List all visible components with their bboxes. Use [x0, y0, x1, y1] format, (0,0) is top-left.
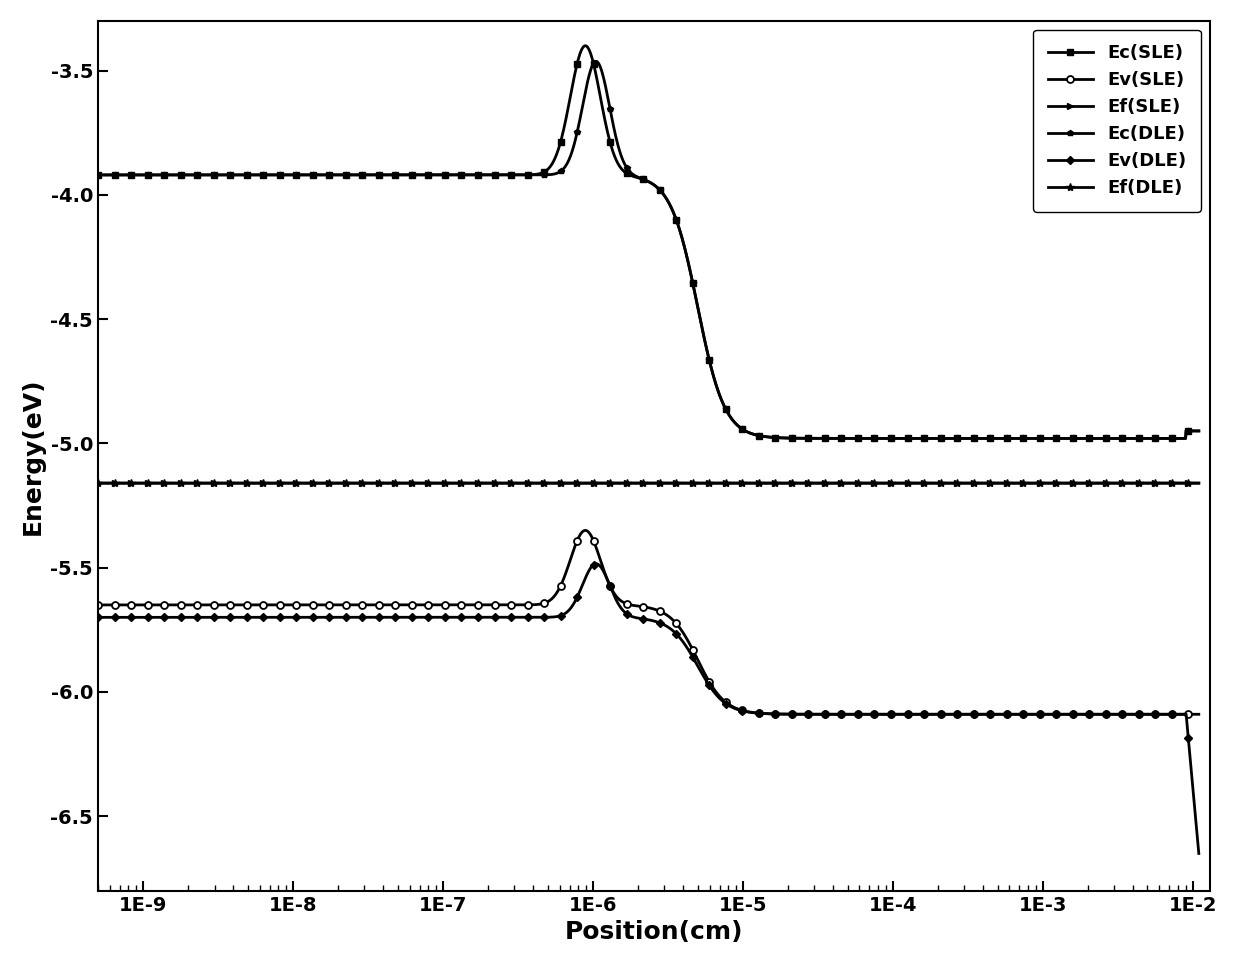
Ef(SLE)	[957, 478, 972, 489]
Ev(DLE)	[626, 612, 641, 623]
Ec(SLE)	[598, 113, 613, 124]
Ef(DLE)	[1159, 478, 1174, 489]
Ev(SLE)	[1192, 708, 1207, 720]
Ec(DLE)	[91, 169, 105, 180]
Ev(DLE)	[598, 567, 613, 579]
Ev(SLE)	[91, 599, 105, 611]
Ev(SLE)	[626, 599, 641, 611]
Ec(SLE)	[1159, 432, 1174, 444]
Y-axis label: Energy(eV): Energy(eV)	[21, 377, 45, 535]
Ev(SLE)	[1156, 708, 1171, 720]
Ec(DLE)	[626, 169, 641, 180]
Ef(SLE)	[1159, 478, 1174, 489]
Ev(SLE)	[957, 708, 972, 720]
Ef(SLE)	[1192, 478, 1207, 489]
Ef(DLE)	[957, 478, 972, 489]
Legend: Ec(SLE), Ev(SLE), Ef(SLE), Ec(DLE), Ev(DLE), Ef(DLE): Ec(SLE), Ev(SLE), Ef(SLE), Ec(DLE), Ev(D…	[1033, 30, 1200, 212]
Ef(DLE)	[1192, 478, 1207, 489]
Ef(DLE)	[596, 478, 611, 489]
Line: Ef(DLE): Ef(DLE)	[94, 479, 1203, 487]
Ev(SLE)	[1161, 708, 1176, 720]
Ec(SLE)	[1159, 432, 1174, 444]
Line: Ev(SLE): Ev(SLE)	[94, 527, 1203, 718]
Ev(DLE)	[1159, 708, 1174, 720]
Ef(SLE)	[596, 478, 611, 489]
Ec(SLE)	[957, 432, 972, 444]
Ev(DLE)	[91, 612, 105, 623]
X-axis label: Position(cm): Position(cm)	[564, 921, 743, 944]
Ef(DLE)	[626, 478, 641, 489]
Ef(DLE)	[91, 478, 105, 489]
Ef(SLE)	[1159, 478, 1174, 489]
Ec(DLE)	[957, 432, 972, 444]
Ev(SLE)	[1159, 708, 1174, 720]
Line: Ef(SLE): Ef(SLE)	[95, 481, 1202, 486]
Ef(SLE)	[91, 478, 105, 489]
Ec(SLE)	[1164, 432, 1179, 444]
Ec(DLE)	[1159, 432, 1174, 444]
Ec(SLE)	[578, 40, 593, 51]
Ec(SLE)	[146, 169, 161, 180]
Ef(DLE)	[146, 478, 161, 489]
Ev(DLE)	[146, 612, 161, 623]
Ef(DLE)	[1159, 478, 1174, 489]
Ec(DLE)	[589, 56, 604, 68]
Ev(DLE)	[1159, 708, 1174, 720]
Ec(SLE)	[91, 169, 105, 180]
Ec(SLE)	[1192, 426, 1207, 437]
Ev(SLE)	[598, 566, 613, 578]
Ef(SLE)	[626, 478, 641, 489]
Ec(SLE)	[626, 171, 641, 182]
Ev(SLE)	[146, 599, 161, 611]
Ec(DLE)	[1159, 432, 1174, 444]
Ev(DLE)	[1192, 847, 1207, 859]
Ec(DLE)	[598, 76, 613, 88]
Ev(SLE)	[578, 525, 593, 537]
Line: Ec(SLE): Ec(SLE)	[94, 42, 1203, 442]
Ev(DLE)	[589, 558, 604, 569]
Line: Ec(DLE): Ec(DLE)	[95, 59, 1202, 441]
Ec(DLE)	[1164, 432, 1179, 444]
Ev(DLE)	[957, 708, 972, 720]
Ec(DLE)	[146, 169, 161, 180]
Line: Ev(DLE): Ev(DLE)	[95, 561, 1202, 856]
Ec(DLE)	[1192, 426, 1207, 437]
Ef(SLE)	[146, 478, 161, 489]
